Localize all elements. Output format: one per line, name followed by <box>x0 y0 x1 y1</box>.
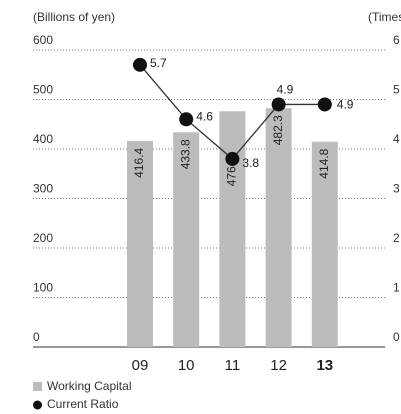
bar <box>219 111 246 347</box>
bar-value-label: 416.4 <box>132 148 146 178</box>
bar <box>265 108 292 347</box>
y2-tick-label: 6 <box>393 33 400 47</box>
bar-value-label: 433.8 <box>178 139 192 169</box>
legend-swatch <box>33 400 42 410</box>
line-value-label: 3.8 <box>242 156 259 170</box>
y2-tick-label: 0 <box>393 330 400 344</box>
bar <box>311 141 338 347</box>
y-tick-label: 500 <box>33 83 53 97</box>
line-point <box>179 112 194 127</box>
y2-tick-label: 4 <box>393 132 400 146</box>
y-tick-label: 0 <box>33 330 40 344</box>
y-tick-label: 200 <box>33 231 53 245</box>
y2-tick-label: 3 <box>393 182 400 196</box>
y-tick-label: 300 <box>33 182 53 196</box>
line-value-label: 4.9 <box>277 83 294 97</box>
bar-value-label: 414.8 <box>317 148 331 178</box>
y-tick-label: 400 <box>33 132 53 146</box>
legend-label: Working Capital <box>47 379 131 393</box>
line-point <box>133 57 147 72</box>
x-tick-label: 12 <box>270 357 287 374</box>
line-point <box>271 97 286 112</box>
line-point <box>225 151 240 166</box>
bar-value-label: 482.3 <box>271 115 285 145</box>
y-tick-label: 100 <box>33 281 53 295</box>
line-value-label: 4.6 <box>196 109 213 123</box>
bar <box>173 132 200 347</box>
y-tick-label: 600 <box>33 33 53 47</box>
y-axis-label: (Billions of yen) <box>33 10 115 24</box>
line-value-label: 5.7 <box>150 56 167 70</box>
x-tick-label: 09 <box>132 357 149 374</box>
line-value-label: 4.9 <box>337 98 354 112</box>
y2-tick-label: 5 <box>393 83 400 97</box>
x-tick-label: 11 <box>225 357 241 374</box>
bar <box>127 140 153 347</box>
line-point <box>317 97 332 112</box>
x-tick-label: 10 <box>178 357 195 374</box>
y2-axis-label: (Times) <box>368 10 401 24</box>
y2-tick-label: 1 <box>393 281 400 295</box>
x-tick-label: 13 <box>316 357 333 374</box>
y2-tick-label: 2 <box>393 231 400 245</box>
legend-label: Current Ratio <box>47 397 119 411</box>
legend-swatch <box>33 382 42 391</box>
